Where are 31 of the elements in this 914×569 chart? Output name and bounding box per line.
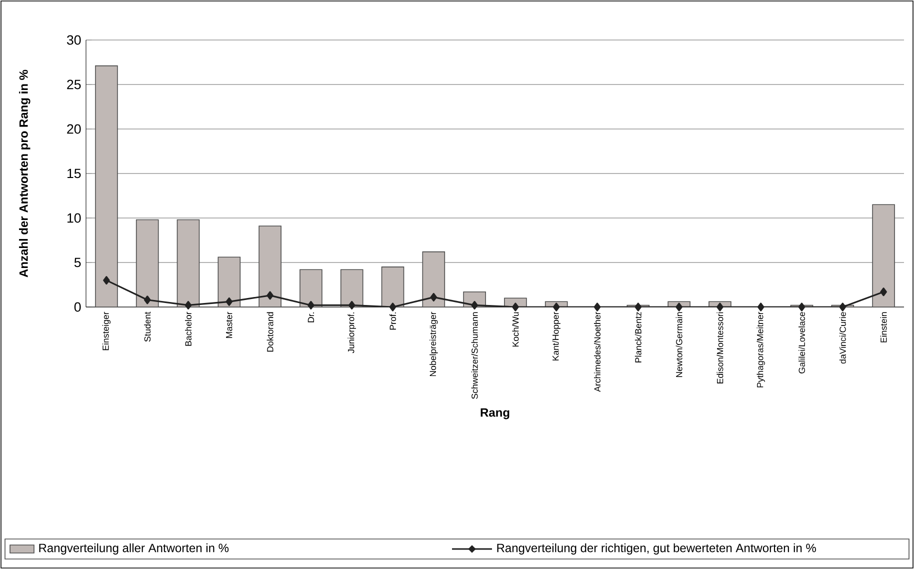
y-axis-title: Anzahl der Antworten pro Rang in % [19,70,30,278]
y-tick-label: 10 [67,213,81,223]
x-tick-label: Galilei/Lovelace [798,312,805,374]
x-tick-label: Juniorprof. [348,312,356,354]
x-tick-label: Planck/Bentz [634,312,642,362]
x-tick-label: Prof. [390,312,396,330]
x-tick-label: Doktorand [266,312,274,352]
y-tick-label: 30 [66,35,81,45]
x-tick-label: Archimedes/Noether [594,312,600,392]
x-tick-label: Nobelpreisträger [430,312,438,376]
x-tick-label: Edison/Montessori [716,312,724,384]
x-tick-label: Koch/Wu [512,312,519,347]
x-tick-label: daVinci/Curie [839,312,846,364]
x-tick-label: Kant/Hopper [552,312,560,360]
x-tick-label: Newton/Germain [676,312,682,378]
legend-label: Rangverteilung der richtigen, gut bewerteten Antworten in % [497,543,816,555]
x-tick-label: Student [144,312,151,342]
x-tick-label: Schweitzer/Schumann [471,312,478,399]
x-tick-label: Master [226,312,232,338]
y-tick-label: 25 [67,80,81,90]
y-tick-label: 20 [67,124,81,134]
x-tick-label: Dr. [308,312,314,322]
x-tick-label: Bachelor [185,312,192,346]
y-tick-label: 15 [67,168,81,178]
x-tick-label: Pythagoras/Meitner [756,312,765,388]
x-tick-label: Einsteiger [102,312,111,350]
x-axis-title: Rang [480,408,510,420]
legend-label: Rangverteilung aller Antworten in % [39,543,229,555]
y-tick-label: 0 [74,302,81,312]
y-tick-label: 5 [74,258,81,268]
x-tick-label: Einstein [880,312,887,342]
